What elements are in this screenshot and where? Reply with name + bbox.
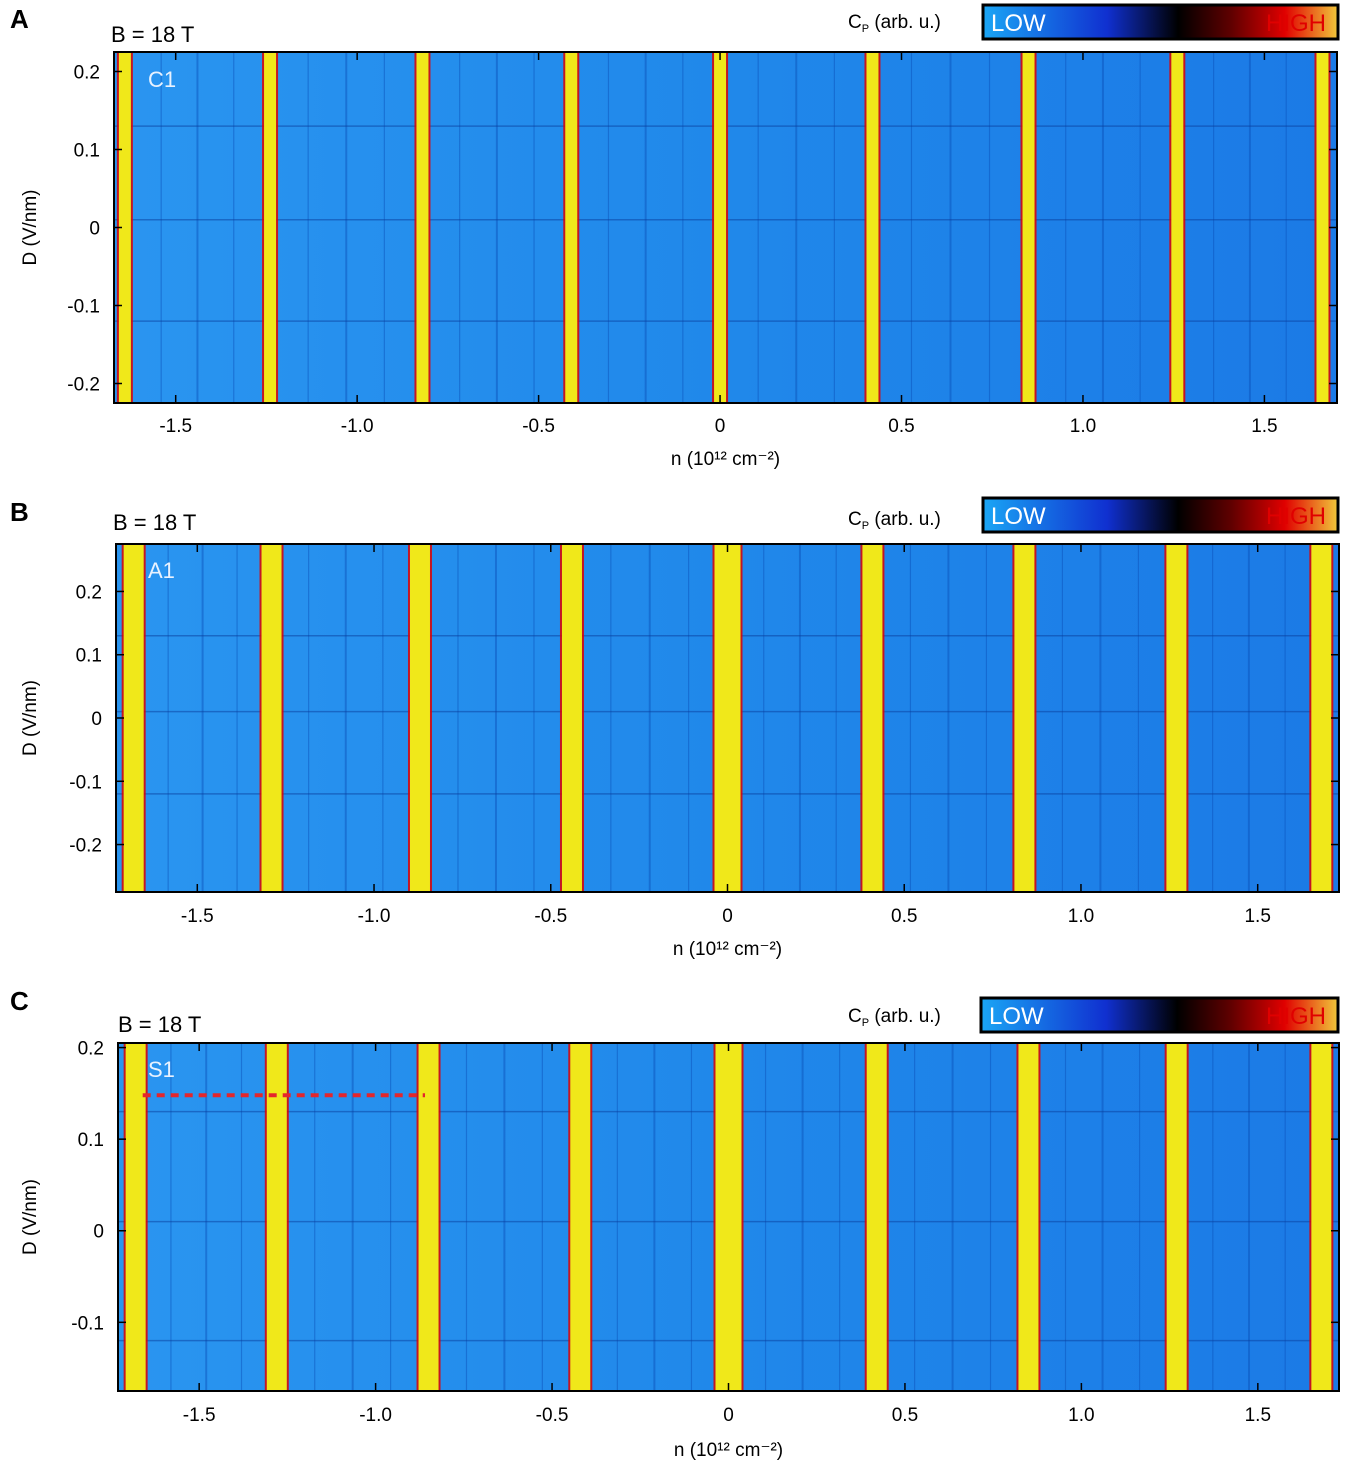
heatmap-area — [114, 52, 1337, 403]
x-tick-label: 1.0 — [1070, 416, 1096, 437]
x-axis-label: n (10¹² cm⁻²) — [674, 1440, 783, 1461]
high-cp-stripe — [862, 544, 883, 892]
y-tick-label: 0.2 — [78, 1039, 104, 1060]
x-tick-label: 0.5 — [888, 416, 914, 437]
field-label: B = 18 T — [111, 22, 194, 47]
colorbar-label: CP (arb. u.) — [848, 12, 941, 35]
colorbar-low-label: LOW — [991, 503, 1046, 530]
panel-letter: B — [10, 497, 29, 527]
colorbar-label: CP (arb. u.) — [848, 1006, 941, 1029]
colorbar — [979, 996, 1340, 1034]
high-cp-stripe — [714, 544, 741, 892]
y-tick-label: -0.1 — [69, 772, 102, 793]
y-tick-label: 0 — [91, 709, 102, 730]
panel-b: B B = 18 T CP (arb. u.) LOW HIGH A1 -1.5 -1.0 -0… — [10, 496, 1340, 960]
colorbar-high-label: HIGH — [1266, 10, 1326, 37]
sample-label: C1 — [148, 67, 176, 92]
x-axis-label: n (10¹² cm⁻²) — [671, 449, 780, 470]
y-tick-label: -0.1 — [71, 1313, 104, 1334]
field-label: B = 18 T — [113, 510, 196, 535]
high-cp-stripe — [1171, 52, 1184, 403]
x-tick-label: -0.5 — [534, 906, 567, 927]
high-cp-stripe — [266, 1043, 287, 1391]
x-tick-label: 0 — [723, 1405, 734, 1426]
high-cp-stripe — [1014, 544, 1035, 892]
high-cp-stripe — [416, 52, 429, 403]
colorbar-low-label: LOW — [991, 10, 1046, 37]
y-axis-label: D (V/nm) — [20, 190, 41, 266]
x-tick-label: -1.5 — [159, 416, 192, 437]
x-tick-label: 0 — [715, 416, 726, 437]
x-tick-label: 0.5 — [891, 906, 917, 927]
x-tick-label: 1.5 — [1251, 416, 1277, 437]
high-cp-stripe — [570, 1043, 591, 1391]
x-tick-label: -1.0 — [359, 1405, 392, 1426]
high-cp-stripe — [1018, 1043, 1039, 1391]
high-cp-stripe — [714, 52, 727, 403]
colorbar-label: CP (arb. u.) — [848, 509, 941, 532]
x-tick-label: -1.5 — [183, 1405, 216, 1426]
y-tick-label: 0.1 — [74, 141, 100, 162]
high-cp-stripe — [264, 52, 277, 403]
y-tick-label: 0 — [89, 219, 100, 240]
panel-letter: A — [10, 4, 29, 34]
panel-letter: C — [10, 986, 29, 1016]
x-tick-label: -0.5 — [522, 416, 555, 437]
x-tick-label: 0 — [722, 906, 733, 927]
high-cp-stripe — [565, 52, 578, 403]
heatmap-area — [116, 544, 1339, 892]
y-axis-label: D (V/nm) — [20, 680, 41, 756]
heatmap-area — [118, 1043, 1339, 1391]
y-tick-label: -0.2 — [69, 836, 102, 857]
high-cp-stripe — [125, 1043, 146, 1391]
x-tick-label: -1.5 — [181, 906, 214, 927]
y-tick-label: 0.2 — [76, 582, 102, 603]
x-tick-label: -1.0 — [358, 906, 391, 927]
high-cp-stripe — [409, 544, 430, 892]
x-tick-label: 1.0 — [1068, 1405, 1094, 1426]
y-tick-label: 0.1 — [76, 646, 102, 667]
high-cp-stripe — [1166, 1043, 1187, 1391]
y-tick-label: 0 — [93, 1222, 104, 1243]
colorbar-low-label: LOW — [989, 1003, 1044, 1030]
colorbar — [981, 3, 1340, 41]
y-tick-label: 0.2 — [74, 63, 100, 84]
panel-a: A B = 18 T CP (arb. u.) LOW HIGH C1 -1.5 -1.0 -0… — [10, 3, 1340, 470]
high-cp-stripe — [1316, 52, 1329, 403]
x-tick-label: 1.5 — [1244, 906, 1270, 927]
high-cp-stripe — [1166, 544, 1187, 892]
x-tick-label: 1.0 — [1068, 906, 1094, 927]
high-cp-stripe — [261, 544, 282, 892]
high-cp-stripe — [1311, 544, 1332, 892]
high-cp-stripe — [1022, 52, 1035, 403]
high-cp-stripe — [561, 544, 582, 892]
sample-label: S1 — [148, 1057, 175, 1082]
panel-c: C B = 18 T CP (arb. u.) LOW HIGH S1 -1.5 -1.0 -0… — [10, 986, 1340, 1461]
field-label: B = 18 T — [118, 1012, 201, 1037]
x-axis-label: n (10¹² cm⁻²) — [673, 939, 782, 960]
high-cp-stripe — [866, 52, 879, 403]
y-tick-label: 0.1 — [78, 1130, 104, 1151]
y-tick-label: -0.1 — [67, 297, 100, 318]
x-tick-label: -0.5 — [536, 1405, 569, 1426]
y-axis-label: D (V/nm) — [20, 1179, 41, 1255]
sample-label: A1 — [148, 558, 175, 583]
x-tick-label: -1.0 — [341, 416, 374, 437]
colorbar-high-label: HIGH — [1266, 503, 1326, 530]
high-cp-stripe — [418, 1043, 439, 1391]
high-cp-stripe — [715, 1043, 742, 1391]
high-cp-stripe — [1311, 1043, 1332, 1391]
colorbar-high-label: HIGH — [1266, 1003, 1326, 1030]
x-tick-label: 0.5 — [892, 1405, 918, 1426]
y-tick-label: -0.2 — [67, 375, 100, 396]
x-tick-label: 1.5 — [1245, 1405, 1271, 1426]
high-cp-stripe — [866, 1043, 887, 1391]
colorbar — [981, 496, 1340, 534]
high-cp-stripe — [118, 52, 131, 403]
high-cp-stripe — [123, 544, 144, 892]
